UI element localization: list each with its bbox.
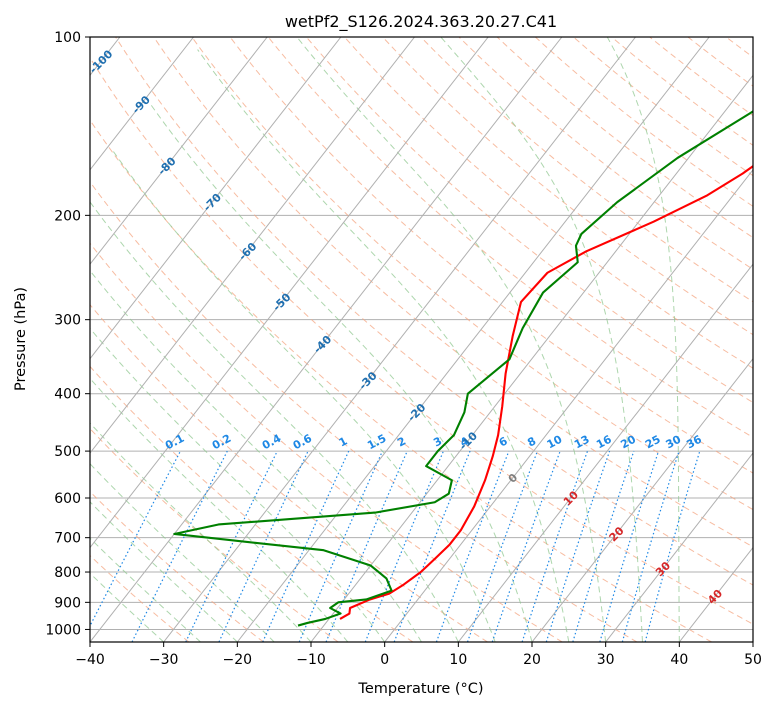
y-tick-label: 100 (54, 30, 81, 46)
x-axis-title: Temperature (°C) (357, 681, 483, 697)
mixing-ratio-line (621, 450, 680, 642)
plot-frame (89, 36, 754, 643)
moist-adiabat-line (90, 501, 238, 642)
moist-adiabat-line (90, 201, 459, 642)
mixing-ratio-line (364, 450, 444, 642)
moist-adiabat-line (606, 37, 680, 642)
isotherm-line (90, 37, 342, 360)
mixing-ratio-line (325, 450, 408, 642)
isotherm-line (310, 74, 753, 642)
mixing-ratio-line (131, 450, 228, 642)
x-tick-label: 40 (670, 652, 688, 668)
isotherm-line (531, 357, 753, 642)
moist-adiabat-line (90, 537, 201, 642)
dry-adiabat-line (90, 427, 339, 642)
dry-adiabat-line (90, 303, 488, 642)
dry-adiabat-line (90, 56, 753, 625)
moist-adiabat-line (197, 49, 570, 642)
mixing-ratio-label: 25 (643, 433, 663, 452)
moist-adiabat-line (90, 572, 165, 642)
isotherm-line (236, 37, 710, 642)
mixing-ratio-label: 20 (618, 433, 638, 452)
chart-title: wetPf2_S126.2024.363.20.27.C41 (285, 12, 557, 32)
mixing-ratio-label: 13 (572, 433, 592, 452)
isotherm-line (90, 37, 194, 171)
x-tick-label: 10 (449, 652, 467, 668)
y-tick-label: 1000 (45, 622, 81, 638)
isotherm-line (90, 37, 489, 549)
x-tick-label: −40 (75, 652, 105, 668)
moist-adiabat-line (90, 269, 422, 642)
moist-adiabat-line (90, 463, 275, 642)
y-tick-label: 300 (54, 313, 81, 329)
profile-lines (173, 110, 753, 627)
dry-adiabat-line (229, 37, 753, 474)
mixing-ratio-label: 30 (664, 433, 684, 452)
mixing-ratio-line (572, 450, 635, 642)
x-tick-label: −20 (223, 652, 253, 668)
x-tick-label: 50 (744, 652, 762, 668)
mixing-ratio-label: 16 (594, 433, 614, 452)
dry-adiabat-line (420, 37, 753, 303)
mixing-ratio-line (521, 450, 589, 642)
dry-adiabat-line (90, 554, 190, 642)
isotherm-line (90, 37, 268, 266)
mixing-ratio-line (262, 450, 350, 642)
mixing-ratio-line (491, 450, 561, 642)
x-tick-label: −30 (149, 652, 179, 668)
moist-adiabat-line (296, 37, 607, 642)
y-tick-label: 200 (54, 208, 81, 224)
y-tick-label: 700 (54, 531, 81, 547)
x-tick-label: 0 (380, 652, 389, 668)
dry-adiabat-line (267, 37, 753, 438)
dry-adiabat-line (90, 181, 638, 642)
dry-adiabat-line (382, 37, 753, 336)
x-tick-label: 30 (597, 652, 615, 668)
dry-adiabat-line (90, 119, 712, 642)
mixing-ratio-label: 10 (545, 433, 565, 452)
moist-adiabat-line (150, 104, 533, 642)
y-tick-label: 600 (54, 491, 81, 507)
isotherm-line (90, 37, 415, 454)
dry-adiabat-line (191, 37, 753, 511)
mixing-ratio-label: 36 (684, 433, 704, 452)
mixing-ratio-line (393, 450, 471, 642)
isotherm-line (384, 168, 753, 642)
isotherm-line (90, 37, 563, 642)
temperature-line (339, 164, 753, 620)
mixing-ratio-line (599, 450, 660, 642)
x-tick-label: 20 (523, 652, 541, 668)
mixing-ratio-line (545, 450, 611, 642)
moist-adiabat-line (90, 377, 349, 642)
mixing-ratio-line (298, 450, 383, 642)
mixing-ratio-line (466, 450, 539, 642)
dewpoint-line (173, 110, 753, 627)
isotherm-line (457, 263, 753, 642)
mixing-ratio-line (435, 450, 510, 642)
dry-adiabat-line (90, 242, 563, 642)
y-tick-label: 400 (54, 387, 81, 403)
y-tick-label: 900 (54, 595, 81, 611)
mixing-ratio-line (644, 450, 701, 642)
moist-adiabat-line (111, 149, 496, 642)
moist-adiabat-line (440, 37, 643, 642)
axes: −40 −30 −20 −10 0 10 20 30 40 50 100 200 300 400 500 60… (45, 30, 762, 668)
y-tick-label: 500 (54, 444, 81, 460)
y-tick-label: 800 (54, 565, 81, 581)
isotherm-line (605, 452, 753, 642)
dry-adiabat-line (115, 37, 753, 586)
x-tick-label: −10 (296, 652, 326, 668)
y-axis-title: Pressure (hPa) (13, 287, 29, 391)
